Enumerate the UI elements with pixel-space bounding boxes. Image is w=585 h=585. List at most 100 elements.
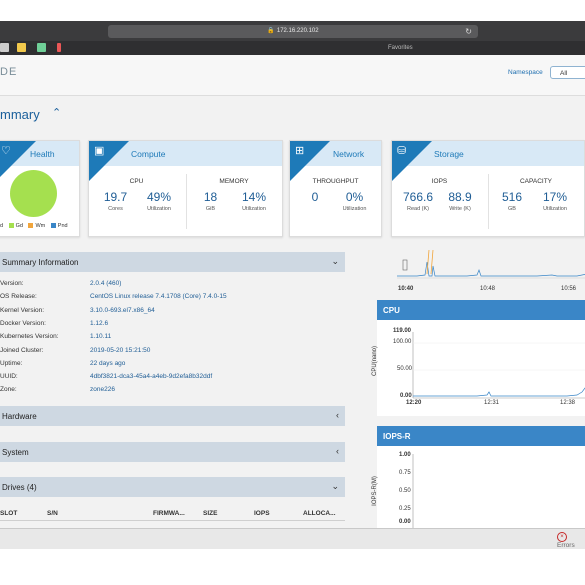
drives-table-divider <box>0 520 345 521</box>
health-legend: d Gd Wm Pnd <box>0 223 68 229</box>
network-icon: ⊞ <box>295 145 305 157</box>
cpu-x-tick: 12:31 <box>484 400 500 406</box>
top-chart-tick: 10:56 <box>561 286 577 292</box>
errors-indicator[interactable]: ×Errors <box>557 532 585 549</box>
health-title: Health <box>30 149 55 159</box>
drives-col-allocation[interactable]: ALLOCA... <box>303 510 336 517</box>
iops-r-y-tick: 1.00 <box>399 452 411 458</box>
iops-write-label: Write (K) <box>449 206 471 212</box>
top-chart <box>377 248 585 290</box>
iops-read-label: Read (K) <box>406 206 429 212</box>
app-logo[interactable]: DE <box>0 66 18 78</box>
top-chart-tick: 10:48 <box>480 286 496 292</box>
iops-r-y-label: IOPS-R(M) <box>371 476 378 506</box>
error-icon: × <box>557 532 567 542</box>
url-text: 172.16.220.102 <box>276 28 319 34</box>
info-value: 2019-05-20 15:21:50 <box>90 346 151 354</box>
divider <box>488 174 489 229</box>
drives-title: Drives (4) <box>2 483 37 492</box>
summary-title[interactable]: mmary <box>0 107 40 122</box>
database-icon: ⛁ <box>397 145 407 157</box>
compute-title: Compute <box>131 149 166 159</box>
cpu-series-line <box>413 387 585 397</box>
status-bar <box>0 528 585 549</box>
info-key: Joined Cluster: <box>0 346 44 354</box>
drives-col-slot[interactable]: SLOT <box>0 510 18 517</box>
info-key: Version: <box>0 280 24 287</box>
info-value: 2.0.4 (460) <box>90 280 122 287</box>
address-bar[interactable]: 🔒 172.16.220.102 ↻ <box>108 25 478 38</box>
namespace-select[interactable]: All <box>550 66 585 79</box>
capacity-label: CAPACITY <box>519 178 553 185</box>
info-key: UUID: <box>0 373 18 381</box>
marker-line <box>430 249 434 275</box>
top-chart-line <box>397 261 585 277</box>
drives-col-firmware[interactable]: FIRMWA... <box>153 510 185 517</box>
cpu-chart-svg <box>412 332 585 399</box>
cpu-cores-value: 19.7 <box>103 190 128 204</box>
bookmark-icon[interactable] <box>57 43 61 52</box>
bookmark-icon[interactable] <box>37 43 46 52</box>
memory-label: MEMORY <box>219 178 249 185</box>
system-header[interactable]: System ‹ <box>0 442 345 462</box>
cpu-util-value: 49% <box>146 190 172 204</box>
cpu-y-tick: 100.00 <box>393 339 412 345</box>
card-corner <box>392 141 432 181</box>
summary-info-header[interactable]: Summary Information ⌄ <box>0 252 345 272</box>
brush-handle[interactable] <box>402 259 408 271</box>
top-chart-tick: 10:40 <box>398 286 414 292</box>
cpu-cores-label: Cores <box>108 206 123 212</box>
namespace-label: Namespace <box>508 69 543 76</box>
throughput-util-label: Utilization <box>342 206 367 212</box>
iops-r-y-tick: 0.75 <box>399 470 411 476</box>
capacity-gb-value: 516 <box>501 190 523 204</box>
favorites-label[interactable]: Favorites <box>388 45 413 51</box>
network-card: ⊞ Network THROUGHPUT 0 0% Utilization <box>289 140 382 237</box>
iops-write-value: 88.9 <box>448 190 472 204</box>
cpu-util-label: Utilization <box>147 206 171 212</box>
drives-col-sn[interactable]: S/N <box>47 510 58 517</box>
heart-icon: ♡ <box>1 145 11 157</box>
legend-item: Pnd <box>50 223 68 229</box>
drives-header[interactable]: Drives (4) ⌄ <box>0 477 345 497</box>
top-chart-svg <box>397 249 585 279</box>
throughput-value: 0 <box>311 190 319 204</box>
legend-item: Gd <box>8 223 23 229</box>
chevron-down-icon[interactable]: ⌄ <box>331 481 339 491</box>
drives-col-iops[interactable]: IOPS <box>254 510 270 517</box>
hardware-header[interactable]: Hardware ‹ <box>0 406 345 426</box>
info-key: Uptime: <box>0 359 23 367</box>
iops-r-y-tick: 0.50 <box>399 488 411 494</box>
capacity-util-label: Utilization <box>543 206 567 212</box>
legend-item: d <box>0 223 4 229</box>
cpu-label: CPU <box>129 178 144 185</box>
chevron-left-icon[interactable]: ‹ <box>336 410 339 420</box>
info-value: 3.10.0-693.el7.x86_64 <box>90 306 155 314</box>
drives-col-size[interactable]: SIZE <box>203 510 218 517</box>
divider <box>186 174 187 229</box>
chevron-left-icon[interactable]: ‹ <box>336 446 339 456</box>
memory-util-value: 14% <box>241 190 267 204</box>
bookmark-icon[interactable] <box>0 43 9 52</box>
iops-r-y-tick: 0.25 <box>399 506 411 512</box>
legend-item: Wm <box>28 223 45 229</box>
info-value: 1.12.6 <box>90 319 109 327</box>
iops-r-panel-title: IOPS-R <box>383 432 411 441</box>
iops-r-panel-header: IOPS-R <box>377 426 585 446</box>
info-value: 4dbf3821-dca3-45a4-a4eb-9d2efa8b32ddf <box>90 373 213 381</box>
capacity-util-value: 17% <box>542 190 568 204</box>
info-key: OS Release: <box>0 293 37 301</box>
storage-card: ⛁ Storage IOPS 766.6 Read (K) 88.9 Write… <box>391 140 585 237</box>
cpu-y-tick: 119.00 <box>393 328 412 334</box>
bookmark-icon[interactable] <box>17 43 26 52</box>
cpu-y-label: CPU(nano) <box>372 345 379 377</box>
throughput-label: THROUGHPUT <box>312 178 359 185</box>
memory-util-label: Utilization <box>242 206 266 212</box>
network-title: Network <box>333 149 365 159</box>
lock-icon: 🔒 <box>267 28 275 34</box>
top-navbar <box>0 55 585 96</box>
chevron-up-icon[interactable]: ⌃ <box>52 107 62 119</box>
reload-icon[interactable]: ↻ <box>465 27 472 36</box>
chevron-down-icon[interactable]: ⌄ <box>331 256 339 266</box>
cpu-y-tick: 50.00 <box>397 366 413 372</box>
